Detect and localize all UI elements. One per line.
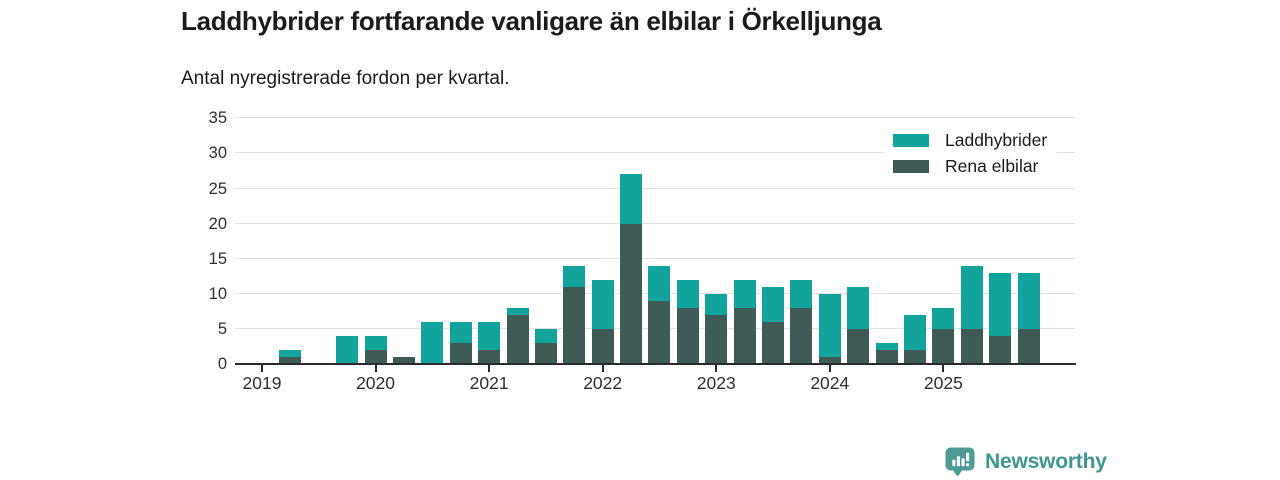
bar-2022-q4-laddhybrider: [676, 279, 699, 308]
chart-legend: Laddhybrider Rena elbilar: [884, 126, 1058, 183]
x-tick-2022: [601, 365, 604, 372]
y-tick-label-0: 0: [217, 355, 227, 373]
bar-2021-q3-laddhybrider: [534, 328, 557, 343]
bar-2024-q3-laddhybrider: [875, 342, 898, 350]
bar-2019-q4-laddhybrider: [336, 335, 359, 364]
bar-2022-q1-laddhybrider: [591, 279, 614, 329]
bar-2025-q3-laddhybrider: [989, 272, 1012, 336]
x-tick-2020: [374, 365, 377, 372]
legend-swatch-rena-elbilar: [893, 160, 929, 173]
bar-2024-q1-laddhybrider: [818, 293, 841, 357]
bar-2021-q3-rena-elbilar: [534, 342, 557, 364]
y-tick-label-5: 5: [217, 319, 227, 338]
x-tick-label-2021: 2021: [469, 373, 509, 393]
bar-2022-q2-laddhybrider: [620, 174, 643, 224]
bar-2023-q4-laddhybrider: [790, 279, 813, 308]
x-axis-line: [235, 363, 1076, 365]
bar-2021-q4-laddhybrider: [563, 265, 586, 287]
bar-2021-q1-laddhybrider: [478, 321, 501, 350]
legend-item-laddhybrider: Laddhybrider: [893, 130, 1048, 150]
bar-2024-q2-laddhybrider: [847, 286, 870, 329]
bar-2023-q1-laddhybrider: [705, 293, 728, 315]
gridline-20: [235, 222, 1075, 224]
bar-2019-q2-rena-elbilar: [279, 356, 302, 364]
x-tick-2024: [828, 365, 831, 372]
bar-2025-q2-laddhybrider: [960, 265, 983, 329]
brand-footer: Newsworthy: [943, 444, 1107, 480]
bar-2021-q4-rena-elbilar: [563, 286, 586, 364]
bar-2022-q3-rena-elbilar: [648, 300, 671, 364]
brand-name: Newsworthy: [985, 450, 1107, 473]
bar-2020-q1-rena-elbilar: [364, 349, 387, 364]
bar-2023-q2-rena-elbilar: [733, 307, 756, 364]
y-tick-label-10: 10: [208, 284, 227, 303]
x-tick-2021: [488, 365, 491, 372]
x-tick-label-2025: 2025: [923, 373, 963, 393]
bar-2024-q4-laddhybrider: [903, 314, 926, 350]
x-tick-label-2020: 2020: [356, 373, 396, 393]
legend-item-rena-elbilar: Rena elbilar: [893, 156, 1047, 176]
bar-2020-q1-laddhybrider: [364, 335, 387, 350]
bar-2025-q4-laddhybrider: [1017, 272, 1040, 329]
x-tick-label-2024: 2024: [810, 373, 850, 393]
bar-2024-q2-rena-elbilar: [847, 328, 870, 364]
x-tick-2025: [942, 365, 945, 372]
bar-2023-q2-laddhybrider: [733, 279, 756, 308]
chart-subtitle: Antal nyregistrerade fordon per kvartal.: [181, 68, 510, 89]
bar-2020-q3-laddhybrider: [421, 321, 444, 364]
bar-2023-q4-rena-elbilar: [790, 307, 813, 364]
bar-2020-q4-rena-elbilar: [449, 342, 472, 364]
bar-2020-q2-rena-elbilar: [392, 356, 415, 364]
gridline-25: [235, 187, 1075, 189]
bar-2023-q1-rena-elbilar: [705, 314, 728, 364]
y-tick-label-15: 15: [208, 249, 227, 268]
x-tick-2019: [261, 365, 263, 372]
x-tick-label-2022: 2022: [583, 373, 623, 393]
bar-2025-q3-rena-elbilar: [989, 335, 1012, 364]
bar-2021-q2-rena-elbilar: [506, 314, 529, 364]
bar-2025-q2-rena-elbilar: [960, 328, 983, 364]
x-tick-label-2023: 2023: [696, 373, 736, 393]
gridline-35: [235, 117, 1075, 119]
x-tick-label-2019: 2019: [242, 373, 282, 393]
legend-swatch-laddhybrider: [893, 134, 929, 147]
bar-2023-q3-laddhybrider: [762, 286, 785, 322]
bar-2025-q1-rena-elbilar: [932, 328, 955, 364]
y-tick-label-20: 20: [208, 214, 227, 233]
bar-2019-q2-laddhybrider: [279, 349, 302, 357]
legend-label-laddhybrider: Laddhybrider: [945, 130, 1048, 150]
newsworthy-logo-icon: [945, 447, 975, 476]
bar-2022-q1-rena-elbilar: [591, 328, 614, 364]
bar-2022-q3-laddhybrider: [648, 265, 671, 301]
bar-2024-q4-rena-elbilar: [903, 349, 926, 364]
y-tick-label-35: 35: [208, 109, 227, 128]
bar-2020-q4-laddhybrider: [449, 321, 472, 343]
bar-2024-q3-rena-elbilar: [875, 349, 898, 364]
bar-2022-q2-rena-elbilar: [620, 223, 643, 364]
bar-2024-q1-rena-elbilar: [818, 356, 841, 364]
chart-title: Laddhybrider fortfarande vanligare än el…: [181, 6, 882, 36]
legend-label-rena-elbilar: Rena elbilar: [945, 156, 1039, 176]
bar-2025-q1-laddhybrider: [932, 307, 955, 329]
bar-2021-q2-laddhybrider: [506, 307, 529, 315]
y-tick-label-25: 25: [208, 179, 227, 198]
bar-2025-q4-rena-elbilar: [1017, 328, 1040, 364]
bar-2023-q3-rena-elbilar: [762, 321, 785, 364]
gridline-30: [235, 152, 1075, 154]
gridline-15: [235, 257, 1075, 259]
bar-2021-q1-rena-elbilar: [478, 349, 501, 364]
x-tick-2023: [715, 365, 718, 372]
y-tick-label-30: 30: [208, 144, 227, 163]
bar-2022-q4-rena-elbilar: [676, 307, 699, 364]
